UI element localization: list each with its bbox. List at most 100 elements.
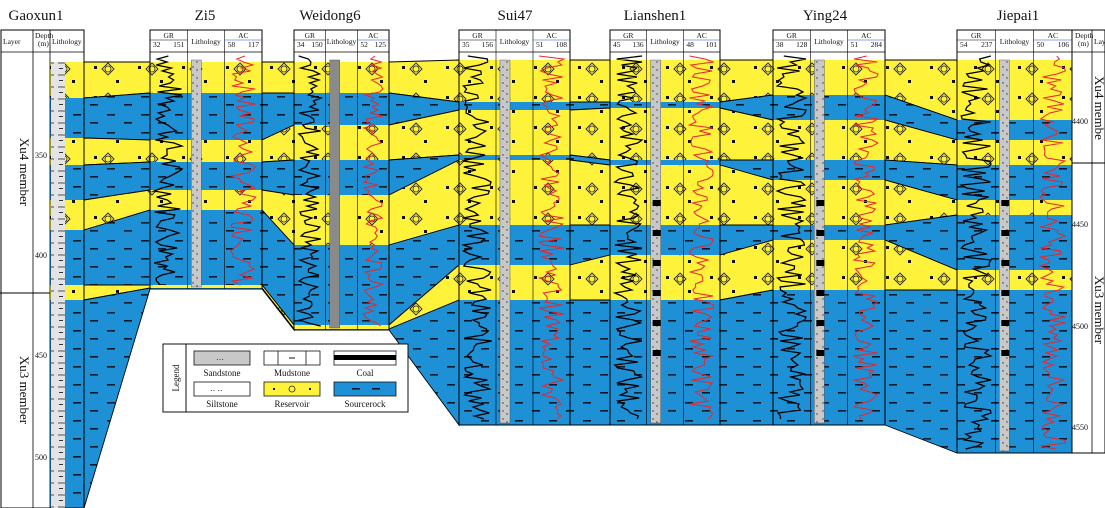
- ac-curve-lianshen1: [687, 55, 715, 420]
- ac-max-lianshen1: 101: [706, 40, 718, 49]
- ac-curve-jiepai1: [1038, 55, 1067, 450]
- correlation-band-reservoir: [83, 61, 151, 99]
- ac-min-lianshen1: 48: [686, 40, 694, 49]
- well-name-gaoxun1: Gaoxun1: [9, 8, 64, 24]
- layer-label-xu4-left: Xu4 member: [17, 138, 32, 207]
- well-band-fill: [957, 200, 1072, 215]
- correlation-band-reservoir: [83, 137, 151, 166]
- well-band-fill: [294, 160, 389, 195]
- coal-seam: [1001, 320, 1010, 326]
- header-depth-unit-right: (m): [1078, 39, 1089, 48]
- header-depth-right: Depth: [1075, 31, 1094, 40]
- gr-max-ying24: 128: [796, 40, 808, 49]
- depth-tick-4550: 4550: [1072, 423, 1088, 432]
- ac-min-sui47: 51: [536, 40, 544, 49]
- layer-label-xu4-right: Xu4 membe: [1092, 76, 1105, 140]
- coal-seam: [816, 320, 825, 326]
- well-band-fill: [459, 300, 570, 425]
- gr-curve-ying24: [775, 55, 808, 420]
- ac-header-sui47: AC: [546, 31, 556, 40]
- coal-seam: [816, 260, 825, 266]
- ac-curve-sui47: [537, 55, 566, 420]
- ac-header-zi5: AC: [238, 31, 248, 40]
- ac-min-zi5: 58: [228, 40, 236, 49]
- legend-coal: Coal: [333, 350, 397, 378]
- depth-tick-500: 500: [35, 453, 47, 462]
- well-band-fill: [773, 60, 885, 95]
- well-frame-lianshen1: [609, 29, 721, 426]
- legend-label-sandstone: Sandstone: [204, 368, 241, 378]
- lithology-header-lianshen1: Lithology: [650, 37, 680, 46]
- gr-max-zi5: 151: [173, 40, 185, 49]
- ac-max-jiepai1: 106: [1058, 40, 1070, 49]
- well-band-fill: [610, 300, 720, 425]
- correlation-band-sourcerock: [569, 299, 611, 426]
- svg-text:…: …: [216, 353, 224, 362]
- well-name-ying24: Ying24: [803, 8, 848, 24]
- well-band-fill: [459, 155, 570, 160]
- coal-seam: [1001, 230, 1010, 236]
- ac-max-sui47: 108: [556, 40, 568, 49]
- coal-seam: [1001, 290, 1010, 296]
- ac-min-ying24: 51: [851, 40, 859, 49]
- ac-header-lianshen1: AC: [696, 31, 706, 40]
- well-frame-ying24: [772, 29, 886, 426]
- well-name-sui47: Sui47: [497, 8, 533, 24]
- well-band-fill: [773, 290, 885, 425]
- lithology-column-jiepai1: [999, 59, 1010, 452]
- coal-seam: [816, 230, 825, 236]
- lithology-header-weidong6: Lithology: [327, 37, 357, 46]
- well-band-fill: [150, 162, 262, 190]
- well-name-lianshen1: Lianshen1: [624, 8, 686, 24]
- ac-header-ying24: AC: [861, 31, 871, 40]
- well-frame-zi5: [149, 29, 263, 290]
- gr-min-ying24: 38: [776, 40, 784, 49]
- correlation-band-reservoir: [261, 61, 295, 94]
- ac-header-jiepai1: AC: [1048, 31, 1058, 40]
- coal-seam: [1001, 350, 1010, 356]
- well-name-jiepai1: Jiepai1: [997, 8, 1040, 24]
- depth-tick-450: 450: [35, 351, 47, 360]
- gr-header-sui47: GR: [472, 31, 482, 40]
- correlation-band-reservoir: [569, 159, 611, 226]
- header-depth: Depth: [35, 31, 54, 40]
- legend-label-mudstone: Mudstone: [274, 368, 310, 378]
- legend: Legend … Sandstone Mudstone Coal ‥ ‥ Sil…: [162, 343, 409, 413]
- gr-max-lianshen1: 136: [632, 40, 644, 49]
- well-band-fill: [957, 270, 1072, 290]
- legend-label-reservoir: Reservoir: [275, 399, 310, 409]
- gr-max-sui47: 156: [482, 40, 494, 49]
- depth-tick-4450: 4450: [1072, 220, 1088, 229]
- gr-min-jiepai1: 54: [960, 40, 968, 49]
- coal-seam: [652, 290, 661, 296]
- ac-max-weidong6: 125: [375, 40, 387, 49]
- legend-label-coal: Coal: [357, 368, 374, 378]
- ac-min-jiepai1: 50: [1037, 40, 1045, 49]
- coal-seam: [1001, 260, 1010, 266]
- well-band-fill: [610, 102, 720, 108]
- legend-label-siltstone: Siltstone: [206, 399, 238, 409]
- lithology-column-weidong6: [329, 59, 340, 329]
- legend-sourcerock: Sourcerock: [333, 381, 397, 409]
- lithology-header-jiepai1: Lithology: [1000, 37, 1030, 46]
- depth-tick-4500: 4500: [1072, 322, 1088, 331]
- legend-sandstone: … Sandstone: [193, 350, 251, 378]
- gr-curve-jiepai1: [958, 55, 993, 450]
- correlation-band-reservoir: [569, 59, 611, 103]
- ac-max-ying24: 284: [871, 40, 883, 49]
- well-band-fill: [957, 290, 1072, 453]
- legend-reservoir: Reservoir: [263, 381, 321, 409]
- correlation-band-sourcerock: [884, 289, 958, 454]
- correlation-bands: [50, 59, 1072, 508]
- right-frame: [1071, 29, 1105, 454]
- coal-seam: [652, 320, 661, 326]
- gr-min-sui47: 35: [462, 40, 470, 49]
- gr-min-weidong6: 34: [297, 40, 305, 49]
- gr-max-weidong6: 150: [311, 40, 323, 49]
- ac-max-zi5: 117: [248, 40, 259, 49]
- legend-label-sourcerock: Sourcerock: [345, 399, 386, 409]
- well-band-fill: [150, 140, 262, 162]
- lithology-column-ying24: [814, 59, 825, 424]
